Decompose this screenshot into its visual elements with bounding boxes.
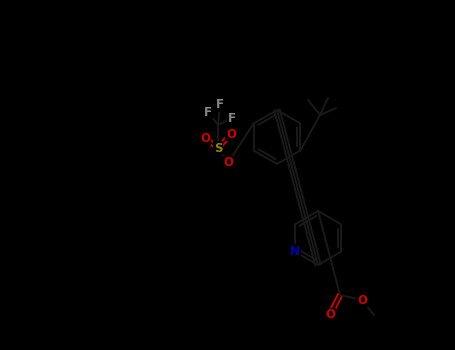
Text: O: O	[357, 294, 367, 307]
Text: O: O	[226, 127, 236, 140]
Text: N: N	[290, 245, 299, 258]
Text: O: O	[325, 308, 335, 322]
Text: F: F	[204, 105, 212, 119]
Text: F: F	[216, 98, 224, 112]
Text: O: O	[223, 156, 233, 169]
Text: O: O	[200, 132, 210, 145]
Text: F: F	[228, 112, 236, 125]
Text: S: S	[214, 141, 222, 154]
